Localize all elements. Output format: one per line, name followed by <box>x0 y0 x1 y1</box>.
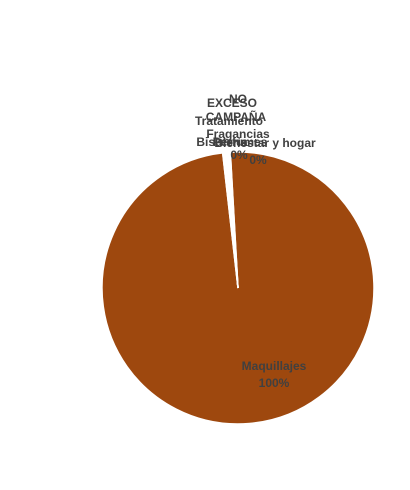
slice-label-bienestar: Bienestar y hogar <box>214 136 316 150</box>
pie-slice-bienestar-y-hogar <box>228 151 239 289</box>
slice-label-exceso: EXCESO <box>207 96 257 110</box>
slice-label-campana: CAMPAÑA <box>206 109 267 124</box>
slice-label-tratamiento: Tratamiento <box>195 114 263 128</box>
slice-pct-maquillajes: 100% <box>259 376 290 390</box>
slice-label-fragancias: Fragancias <box>206 127 270 141</box>
slice-pct-bienestar: 0% <box>249 153 267 167</box>
slice-label-bisuteria: Bisutería <box>196 135 248 149</box>
slice-label-maquillajes: Maquillajes <box>242 359 307 373</box>
pie-slices <box>101 151 375 425</box>
slice-label-no: NO <box>229 92 247 106</box>
slice-label-perfumes: Perfumes <box>213 135 268 149</box>
slice-pct-bisuteria: 0% <box>230 148 248 162</box>
